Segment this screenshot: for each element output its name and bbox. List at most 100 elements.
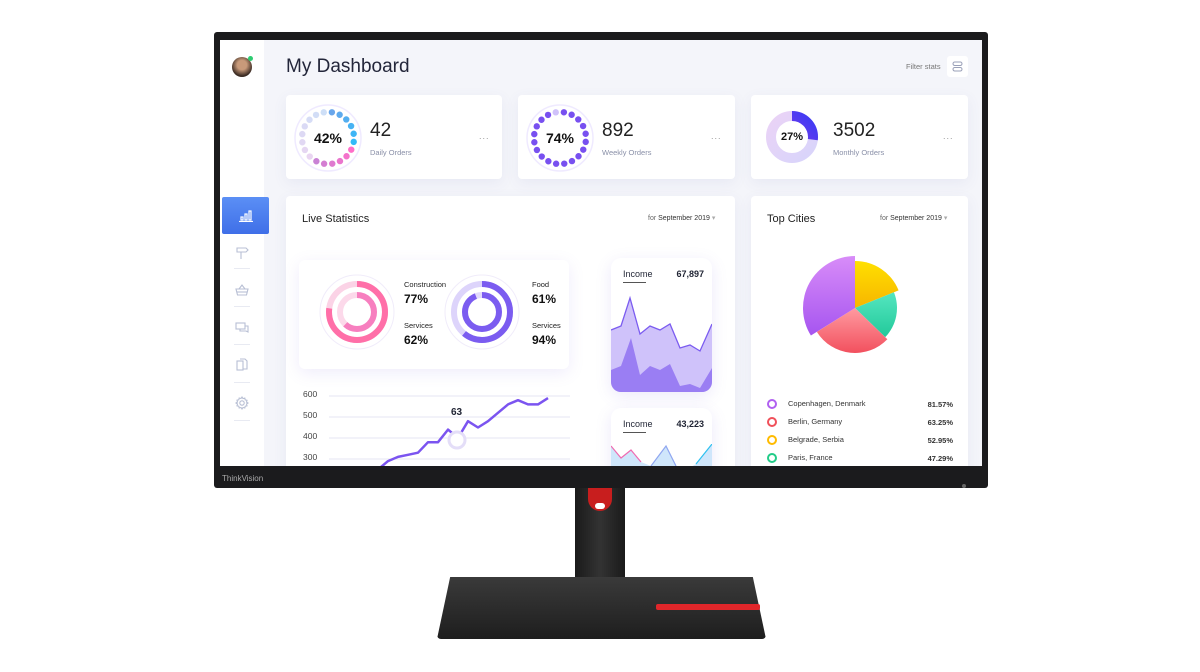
progress-dot [306, 116, 313, 123]
y-tick: 600 [303, 389, 318, 399]
period-value: September 2019 [890, 215, 942, 222]
city-name: Copenhagen, Denmark [788, 399, 866, 408]
pie-slice [855, 292, 897, 338]
power-led [962, 484, 966, 488]
for-label: for [880, 215, 889, 222]
period-dropdown[interactable]: for September 2019 ▾ [880, 214, 947, 222]
income-area-chart [611, 295, 712, 392]
neck-cable-hole-inner [595, 503, 605, 509]
progress-dot [313, 158, 320, 165]
progress-dot [301, 146, 309, 154]
income-value: 67,897 [676, 269, 704, 279]
stat-card-daily: 42% 42 Daily Orders ... [286, 95, 502, 179]
city-name: Belgrade, Serbia [788, 435, 844, 444]
filter-stats-button[interactable] [947, 56, 968, 77]
legend-ring-icon [767, 435, 777, 445]
ring-value: 94% [532, 333, 557, 347]
more-menu-button[interactable]: ... [711, 131, 722, 141]
marker-label: 63 [451, 407, 463, 418]
progress-dot [299, 130, 306, 138]
income-card: Income 67,897 [611, 258, 712, 392]
sidebar-item-signpost[interactable] [232, 243, 252, 263]
ring-value: 62% [404, 333, 429, 347]
stat-value: 892 [602, 120, 634, 141]
more-menu-button[interactable]: ... [479, 131, 490, 141]
progress-dot [329, 160, 336, 167]
city-value: 63.25% [927, 418, 953, 427]
online-indicator [248, 56, 253, 61]
progress-dot [348, 146, 355, 153]
progress-dot [580, 146, 587, 153]
progress-dot [343, 116, 350, 123]
legend-row: Berlin, Germany 63.25% [767, 416, 953, 428]
chat-icon [235, 322, 249, 333]
progress-dot [299, 139, 306, 146]
concentric-ring-chart [319, 274, 395, 350]
city-name: Berlin, Germany [788, 417, 843, 426]
rings-panel: Construction 77% Services 62% Food 61% S… [299, 260, 569, 369]
progress-dot [538, 116, 545, 123]
for-label: for [648, 215, 657, 222]
progress-dot [560, 109, 568, 116]
sidebar-item-stats[interactable] [222, 197, 269, 234]
page-title: My Dashboard [286, 56, 410, 77]
bar-chart-icon [238, 209, 253, 222]
stat-percent: 74% [545, 130, 575, 146]
progress-dot [568, 157, 576, 165]
stat-label: Weekly Orders [602, 148, 652, 157]
progress-dot [545, 158, 552, 165]
dotted-progress-ring [294, 104, 362, 172]
live-statistics-card: Live Statistics for September 2019 ▾ Con… [286, 196, 735, 466]
sidebar-item-documents[interactable] [232, 355, 252, 375]
progress-dot [538, 153, 545, 160]
sidebar-item-basket[interactable] [232, 280, 252, 300]
legend-ring-icon [767, 453, 777, 463]
progress-dot [575, 116, 582, 123]
progress-dot [533, 146, 541, 154]
top-cities-card: Top Cities for September 2019 ▾ Copenhag… [751, 196, 968, 466]
city-value: 47.29% [927, 454, 953, 463]
legend-row: Belgrade, Serbia 52.95% [767, 434, 953, 446]
income-label: Income [623, 419, 653, 429]
legend-row: Copenhagen, Denmark 81.57% [767, 398, 953, 410]
progress-dot [552, 109, 559, 116]
ring-label: Construction [404, 280, 447, 289]
signpost-icon [236, 247, 249, 259]
period-dropdown[interactable]: for September 2019 ▾ [648, 214, 715, 222]
city-value: 52.95% [927, 436, 953, 445]
more-menu-button[interactable]: ... [943, 131, 954, 141]
progress-dot [582, 130, 589, 137]
chevron-down-icon: ▾ [711, 215, 716, 222]
sidebar-item-chat[interactable] [232, 318, 252, 338]
stat-value: 42 [370, 120, 392, 141]
city-name: Paris, France [788, 453, 833, 462]
progress-dot [531, 139, 538, 146]
progress-dot [320, 160, 328, 167]
chevron-down-icon: ▾ [943, 215, 948, 222]
legend-ring-icon [767, 399, 777, 409]
ring-label: Services [404, 321, 433, 330]
brand-logo: ThinkVision [222, 474, 264, 483]
ring-label: Services [532, 321, 561, 330]
gear-icon [235, 396, 249, 410]
line-chart [329, 395, 570, 466]
y-tick: 400 [303, 431, 318, 441]
progress-dot [579, 122, 587, 130]
progress-dot [568, 111, 575, 118]
documents-icon [236, 358, 248, 371]
progress-dot [301, 123, 308, 130]
screen: My Dashboard Filter stats 42% 42 Daily O… [220, 40, 982, 466]
progress-dot [350, 138, 357, 146]
ring-value: 61% [532, 292, 557, 306]
pie-slice [855, 261, 899, 308]
sidebar-item-settings[interactable] [232, 393, 252, 413]
line-marker [447, 430, 467, 450]
base-red-accent [656, 604, 760, 610]
progress-dot [561, 160, 568, 167]
avatar[interactable] [232, 57, 252, 77]
filter-stats-label[interactable]: Filter stats [906, 62, 941, 71]
concentric-ring-chart [444, 274, 520, 350]
dotted-progress-ring [526, 104, 594, 172]
progress-dot [328, 109, 336, 116]
period-value: September 2019 [658, 215, 710, 222]
